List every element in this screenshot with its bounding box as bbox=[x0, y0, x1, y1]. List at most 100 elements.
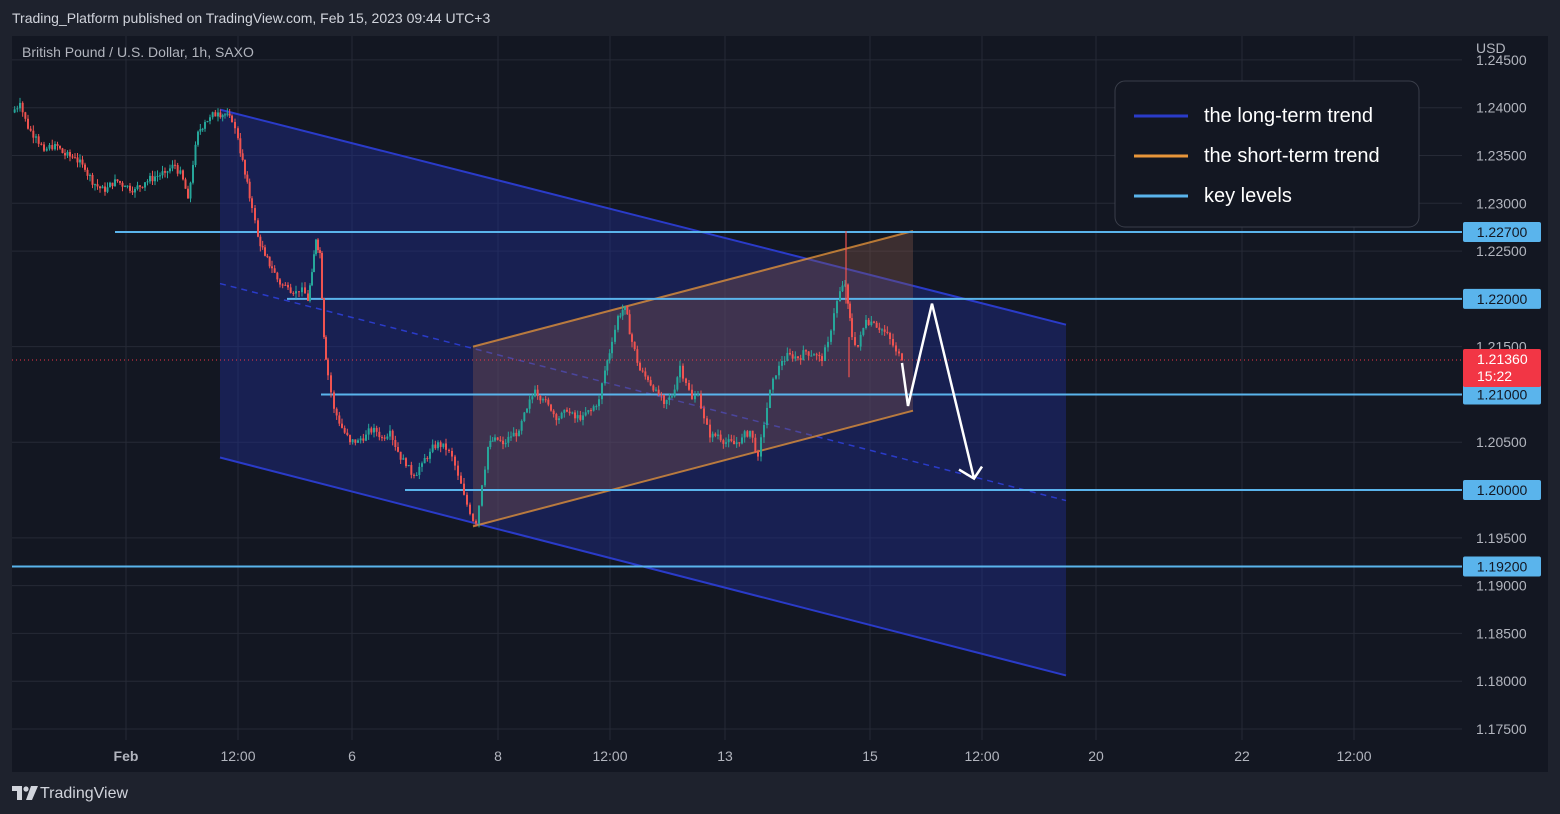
candle-body bbox=[56, 144, 59, 146]
candle bbox=[611, 337, 613, 359]
candle-body bbox=[539, 396, 542, 401]
candle-body bbox=[439, 442, 442, 447]
long-term-channel-fill bbox=[220, 109, 1066, 676]
tradingview-brand[interactable]: TradingView bbox=[40, 785, 129, 802]
candle-body bbox=[221, 115, 224, 118]
candle bbox=[523, 411, 526, 423]
candle bbox=[760, 434, 762, 462]
candle bbox=[709, 419, 711, 443]
candle bbox=[515, 429, 518, 442]
candle-body bbox=[192, 165, 194, 183]
legend: the long-term trend the short-term trend k… bbox=[1114, 80, 1420, 228]
candle bbox=[131, 186, 134, 196]
candle-body bbox=[91, 174, 94, 185]
candle bbox=[763, 421, 765, 443]
candle bbox=[657, 385, 660, 397]
key-level-tag-label: 1.19200 bbox=[1477, 558, 1528, 574]
candle-body bbox=[13, 109, 16, 113]
candle-body bbox=[870, 321, 873, 325]
candle bbox=[608, 349, 611, 364]
candle-body bbox=[146, 181, 149, 183]
candle bbox=[370, 426, 373, 435]
candle-body bbox=[271, 266, 273, 269]
candle bbox=[534, 385, 536, 398]
candle bbox=[228, 108, 231, 119]
candle-body bbox=[375, 427, 378, 432]
candle-body bbox=[709, 424, 711, 438]
candle bbox=[365, 430, 367, 442]
candle bbox=[636, 345, 639, 366]
candle-body bbox=[96, 184, 99, 187]
projection-arrow[interactable] bbox=[900, 303, 984, 481]
candle bbox=[854, 331, 856, 347]
candle-body bbox=[228, 113, 231, 116]
candle-body bbox=[370, 428, 373, 433]
candle bbox=[772, 377, 774, 394]
candle bbox=[824, 344, 826, 362]
candle-body bbox=[74, 157, 76, 159]
candle bbox=[614, 325, 616, 345]
candle-body bbox=[239, 138, 242, 154]
candle-body bbox=[35, 136, 37, 138]
candle bbox=[349, 434, 351, 445]
candle bbox=[786, 347, 789, 362]
candle-body bbox=[209, 117, 211, 122]
candle bbox=[697, 390, 699, 397]
time-axis[interactable]: Feb 12:00 6 8 12:00 13 15 12:00 20 22 12:00 bbox=[114, 748, 1372, 764]
candle-body bbox=[722, 440, 725, 444]
candle bbox=[836, 299, 838, 318]
candle bbox=[201, 127, 204, 132]
candle bbox=[518, 429, 520, 437]
candle bbox=[631, 332, 633, 348]
tradingview-logo-icon[interactable] bbox=[12, 786, 38, 800]
candle-body bbox=[738, 442, 741, 444]
candle bbox=[598, 394, 600, 411]
candle-body bbox=[378, 431, 381, 438]
candle-body bbox=[311, 272, 313, 286]
short-term-channel-upper-line[interactable] bbox=[472, 230, 914, 348]
candle bbox=[32, 125, 35, 144]
y-tick-label: 1.20500 bbox=[1476, 434, 1527, 450]
candle bbox=[21, 101, 24, 117]
candle-body bbox=[307, 293, 309, 301]
candle bbox=[496, 437, 499, 441]
candle bbox=[346, 428, 349, 437]
long-term-channel-upper-line[interactable] bbox=[219, 108, 1067, 326]
candle-body bbox=[810, 355, 813, 357]
candle-body bbox=[45, 148, 48, 151]
candle bbox=[682, 363, 684, 382]
candle-body bbox=[48, 145, 51, 149]
candle bbox=[499, 436, 502, 442]
candle-body bbox=[676, 377, 679, 390]
candle bbox=[841, 281, 844, 292]
candle bbox=[595, 404, 598, 410]
candle-body bbox=[16, 108, 19, 110]
candle-body bbox=[234, 122, 236, 129]
candle bbox=[246, 171, 249, 184]
candle-body bbox=[394, 439, 397, 448]
candle bbox=[552, 409, 555, 418]
candle-body bbox=[487, 447, 489, 470]
candle-body bbox=[668, 397, 671, 400]
candle bbox=[94, 183, 96, 191]
candle bbox=[354, 439, 357, 446]
candle bbox=[542, 397, 544, 403]
projection-path[interactable] bbox=[900, 303, 976, 479]
price-axis[interactable]: 1.245001.240001.235001.230001.225001.215… bbox=[1476, 52, 1527, 737]
candle-body bbox=[883, 329, 886, 332]
short-term-channel-lower-line[interactable] bbox=[472, 409, 914, 528]
candle-body bbox=[454, 456, 456, 466]
candle bbox=[851, 313, 853, 340]
candle bbox=[821, 353, 823, 367]
candle bbox=[192, 160, 194, 185]
candle bbox=[101, 184, 104, 189]
long-term-channel-mid-line[interactable] bbox=[219, 282, 1067, 502]
candle bbox=[434, 440, 437, 450]
candle-body bbox=[201, 128, 204, 130]
candle bbox=[621, 304, 624, 320]
candle-body bbox=[457, 465, 459, 476]
candle-body bbox=[254, 208, 256, 221]
candle-body bbox=[241, 153, 244, 160]
candle-body bbox=[89, 174, 91, 176]
